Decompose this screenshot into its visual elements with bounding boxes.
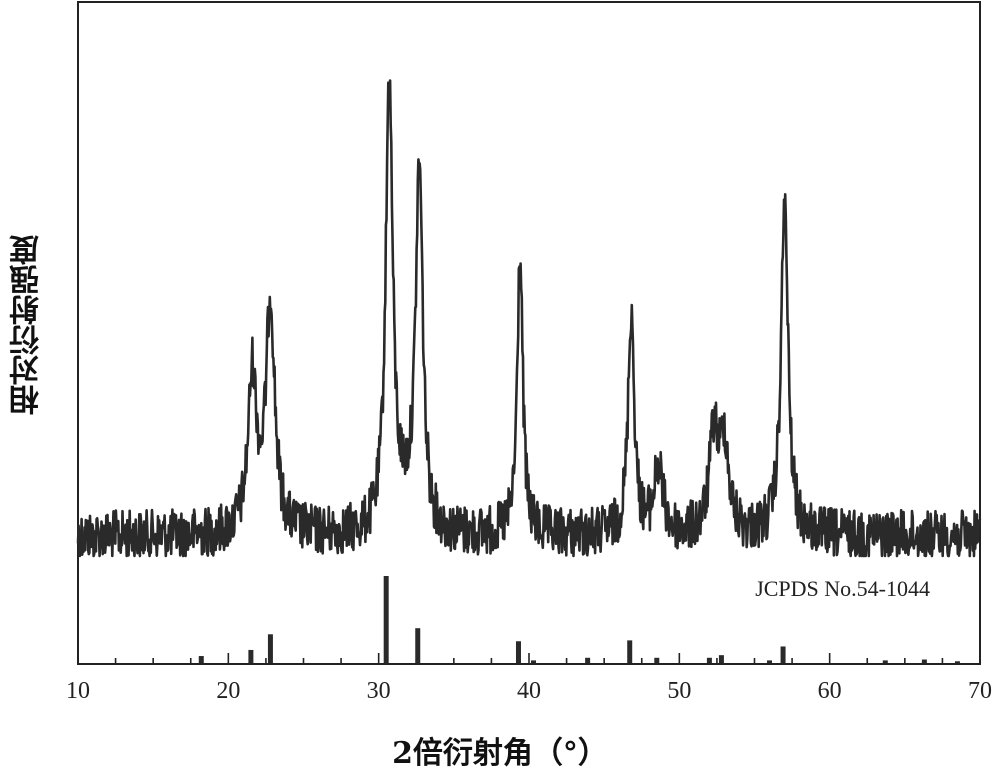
reference-line [415, 628, 420, 663]
x-axis-ticks [78, 653, 980, 664]
reference-line [719, 655, 724, 663]
reference-line [199, 656, 204, 663]
x-axis-tick-labels: 10 20 30 40 50 60 70 [66, 678, 992, 704]
reference-line [707, 658, 712, 663]
reference-line [531, 660, 536, 663]
reference-line [955, 661, 960, 663]
reference-line [767, 660, 772, 663]
reference-line [883, 660, 888, 663]
x-tick-label: 70 [968, 678, 992, 704]
reference-line [585, 658, 590, 663]
x-tick-label: 60 [818, 678, 842, 704]
jcpds-annotation: JCPDS No.54-1044 [755, 576, 930, 601]
reference-line [654, 658, 659, 663]
reference-line [627, 640, 632, 663]
y-axis-label: 相对衍射强度 [10, 235, 50, 415]
reference-line [248, 650, 253, 663]
x-tick-label: 20 [216, 678, 240, 704]
x-axis-label: 2倍衍射角（°） [0, 728, 1000, 772]
reference-line [516, 641, 521, 663]
x-tick-label: 30 [367, 678, 391, 704]
reference-line [781, 646, 786, 663]
plot-frame [78, 2, 980, 664]
xrd-pattern-line [78, 81, 980, 557]
x-tick-label: 50 [667, 678, 691, 704]
reference-line [268, 634, 273, 663]
reference-line [384, 576, 389, 663]
x-tick-label: 40 [517, 678, 541, 704]
reference-line [922, 660, 927, 663]
x-tick-label: 10 [66, 678, 90, 704]
